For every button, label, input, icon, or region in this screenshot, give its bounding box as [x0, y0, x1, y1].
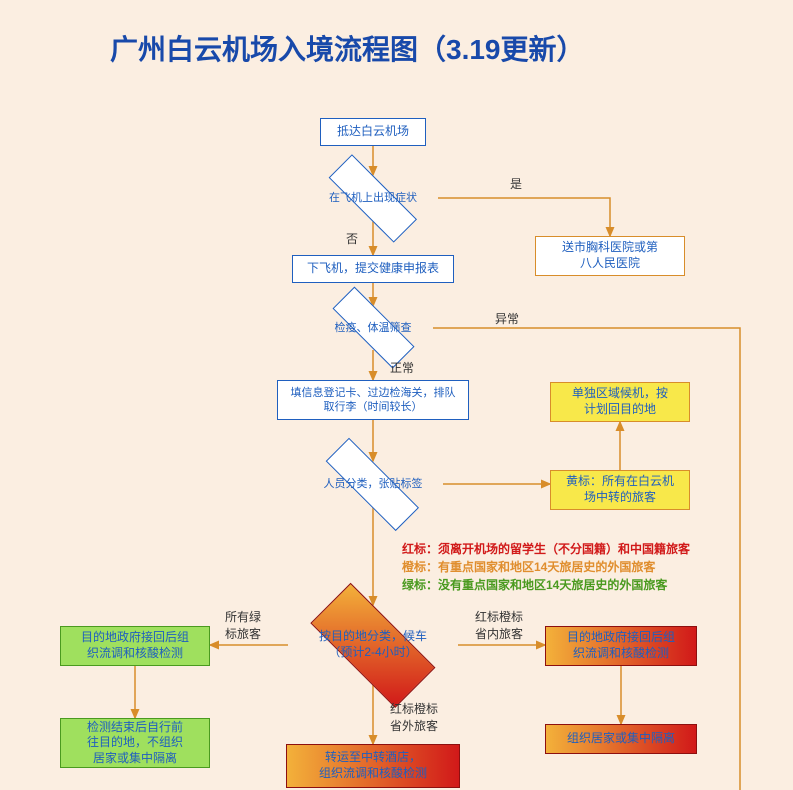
node-n_yellow2: 黄标：所有在白云机 场中转的旅客	[550, 470, 690, 510]
node-n_arrive: 抵达白云机场	[320, 118, 426, 146]
connector-2	[438, 198, 610, 236]
node-n_yellow1: 单独区域候机，按 计划回目的地	[550, 382, 690, 422]
edge-label-l_yes1: 是	[510, 175, 522, 192]
node-n_hospital: 送市胸科医院或第 八人民医院	[535, 236, 685, 276]
flowchart-canvas: 广州白云机场入境流程图（3.19更新） 抵达白云机场在飞机上出现症状下飞机，提交健…	[0, 0, 793, 790]
node-n_info: 填信息登记卡、过边检海关，排队 取行李（时间较长）	[277, 380, 469, 420]
edge-label-l_green: 所有绿 标旅客	[225, 608, 261, 642]
edge-label-l_abnorm: 异常	[495, 310, 519, 327]
node-n_symptom-label: 在飞机上出现症状	[308, 175, 438, 221]
page-title: 广州白云机场入境流程图（3.19更新）	[110, 28, 585, 68]
node-n_green2: 检测结束后自行前 往目的地，不组织 居家或集中隔离	[60, 718, 210, 768]
edge-label-l_prov: 红标橙标 省内旅客	[475, 608, 523, 642]
edge-label-l_no1: 否	[346, 230, 358, 247]
legend-orange: 橙标：有重点国家和地区14天旅居史的外国旅客	[402, 558, 655, 575]
node-n_dest-label: 按目的地分类，候车 （预计2-4小时）	[288, 605, 458, 685]
node-n_redbot: 转运至中转酒店， 组织流调和核酸检测	[286, 744, 460, 788]
node-n_red2: 组织居家或集中隔离	[545, 724, 697, 754]
node-n_red1: 目的地政府接回后组 织流调和核酸检测	[545, 626, 697, 666]
edge-label-l_out: 红标橙标 省外旅客	[390, 700, 438, 734]
node-n_green1: 目的地政府接回后组 织流调和核酸检测	[60, 626, 210, 666]
node-n_health: 下飞机，提交健康申报表	[292, 255, 454, 283]
edge-label-l_normal: 正常	[390, 359, 414, 376]
legend-red: 红标：须离开机场的留学生（不分国籍）和中国籍旅客	[402, 540, 690, 557]
node-n_classify-label: 人员分类，张贴标签	[303, 461, 443, 507]
legend-green: 绿标：没有重点国家和地区14天旅居史的外国旅客	[402, 576, 667, 593]
node-n_screen-label: 检疫、体温筛查	[313, 306, 433, 350]
